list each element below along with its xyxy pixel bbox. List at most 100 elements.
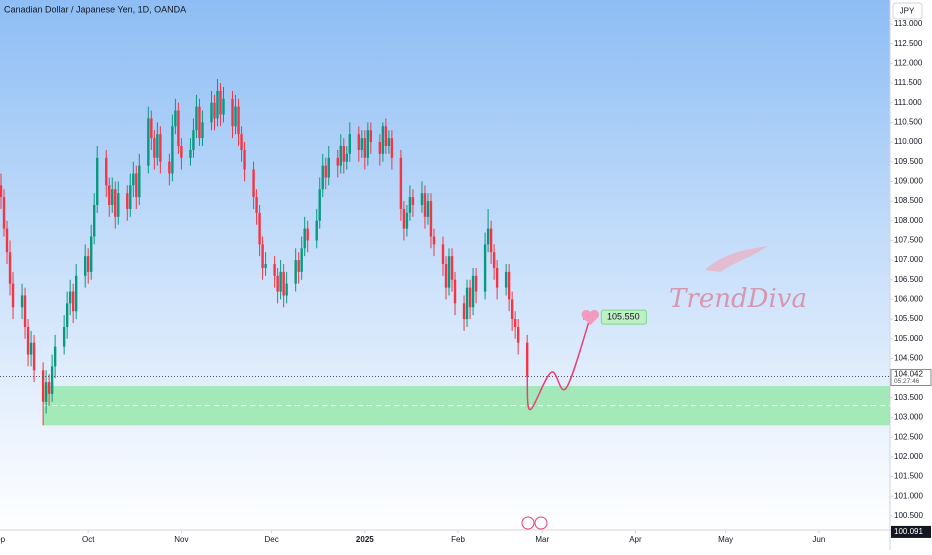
candle-body — [345, 153, 348, 162]
icon[interactable] — [534, 516, 548, 530]
x-tick-label: Dec — [264, 535, 278, 544]
candle-body — [318, 189, 321, 221]
candle-body — [222, 98, 225, 115]
toolbar-icons[interactable] — [521, 516, 548, 530]
candle-body — [32, 342, 36, 371]
candle-body — [411, 197, 415, 205]
target-label: 105.550 — [607, 312, 640, 322]
candle-body — [357, 134, 361, 150]
candle-body — [366, 130, 370, 158]
candle-body — [210, 102, 213, 123]
countdown-label: 05:27:46 — [894, 378, 920, 385]
candle-body — [11, 283, 15, 308]
crosshair-badge — [891, 525, 931, 538]
candle-body — [129, 185, 132, 209]
candle-body — [381, 126, 385, 154]
candle-body — [336, 157, 339, 166]
candle-body — [65, 303, 69, 327]
y-tick-label: 102.000 — [894, 452, 923, 461]
candle-body — [423, 193, 427, 217]
candle-body — [8, 252, 12, 284]
candle-body — [447, 256, 451, 288]
candle-body — [363, 138, 367, 158]
candle-body — [83, 256, 87, 276]
candle-body — [93, 204, 96, 237]
currency-label[interactable]: JPY — [900, 7, 915, 16]
candle-body — [465, 287, 469, 320]
candle-body — [219, 90, 222, 115]
candle-body — [429, 201, 433, 237]
candle-body — [513, 319, 517, 327]
candle-body — [474, 275, 478, 292]
y-tick-label: 101.000 — [894, 491, 923, 500]
candle-body — [471, 275, 475, 308]
chart-title: Canadian Dollar / Japanese Yen, 1D, OAND… — [4, 4, 186, 14]
candle-body — [327, 157, 330, 178]
candle-body — [132, 173, 135, 186]
candle-body — [108, 185, 111, 205]
candle-body — [105, 157, 108, 186]
y-tick-label: 108.000 — [894, 216, 923, 225]
candle-body — [192, 130, 195, 150]
y-tick-label: 112.000 — [894, 58, 923, 67]
currency-button[interactable] — [892, 2, 923, 20]
y-tick-label: 109.500 — [894, 157, 923, 166]
candle-body — [50, 366, 54, 394]
candle-body — [504, 271, 508, 288]
y-tick-label: 105.000 — [894, 334, 923, 343]
y-tick-label: 111.000 — [894, 98, 922, 107]
candle-body — [147, 118, 150, 166]
chart-layer: 105.550 — [0, 79, 890, 426]
candle-body — [492, 252, 496, 268]
candle-body — [489, 228, 493, 253]
candle-body — [243, 149, 246, 170]
x-tick-label: Sep — [0, 535, 6, 544]
candle-body — [453, 279, 457, 304]
candle-body — [516, 326, 520, 343]
y-tick-label: 107.000 — [894, 255, 923, 264]
candle-body — [114, 189, 117, 217]
candle-body — [201, 122, 204, 139]
candle-body — [0, 185, 3, 198]
candle-body — [213, 102, 216, 119]
candle-body — [426, 201, 430, 217]
x-tick-label: Nov — [174, 535, 188, 544]
time-axis-background — [0, 530, 890, 550]
candle-body — [402, 208, 406, 229]
candle-body — [62, 326, 66, 347]
forecast-path — [526, 316, 592, 411]
candle-body — [276, 275, 279, 292]
candle-body — [441, 244, 445, 265]
candle-body — [177, 110, 180, 146]
candle-body — [156, 134, 159, 158]
candle-body — [23, 295, 27, 327]
x-tick-label: Oct — [82, 535, 95, 544]
icon[interactable] — [521, 516, 535, 530]
candle-body — [231, 98, 234, 127]
candle-body — [339, 145, 342, 166]
candle-body — [168, 161, 171, 174]
y-tick-label: 103.000 — [894, 413, 923, 422]
candle-body — [71, 291, 75, 312]
candle-body — [378, 142, 382, 154]
candle-body — [264, 264, 267, 268]
candle-body — [486, 228, 490, 245]
candle-body — [294, 260, 297, 284]
candle-body — [420, 193, 424, 205]
x-tick-label: May — [718, 535, 733, 544]
candle-body — [96, 157, 99, 205]
watermark: TrendDiva — [669, 284, 807, 314]
x-tick-label: Jun — [812, 535, 825, 544]
y-tick-label: 110.000 — [894, 137, 923, 146]
y-tick-label: 106.000 — [894, 295, 923, 304]
candle-body — [195, 106, 198, 131]
y-tick-label: 101.500 — [894, 472, 923, 481]
candle-body — [252, 169, 255, 198]
x-tick-label: Apr — [629, 535, 642, 544]
candle-body — [483, 244, 487, 292]
y-tick-label: 104.500 — [894, 354, 923, 363]
candle-body — [303, 228, 306, 249]
price-axis-background — [890, 0, 932, 550]
candle-body — [450, 256, 454, 280]
candle-body — [261, 244, 264, 268]
